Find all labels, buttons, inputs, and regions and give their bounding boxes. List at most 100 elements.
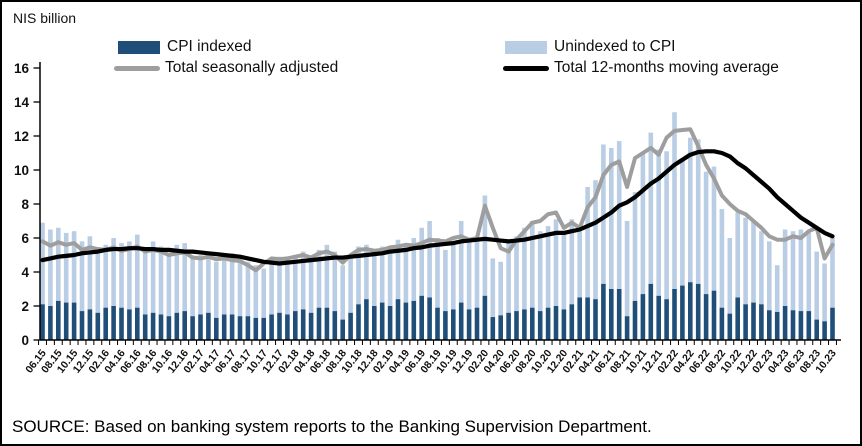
y-tick-label: 2: [21, 299, 29, 314]
bar-unindexed: [206, 251, 211, 313]
bar-unindexed: [182, 243, 187, 312]
bar-cpi-indexed: [403, 302, 409, 340]
bar-cpi-indexed: [767, 310, 772, 340]
bar-unindexed: [474, 238, 480, 308]
bar-unindexed: [237, 258, 243, 317]
bar-cpi-indexed: [688, 282, 693, 340]
bar-cpi-indexed: [206, 312, 211, 340]
bar-unindexed: [759, 231, 764, 305]
bar-cpi-indexed: [419, 295, 424, 340]
bar-unindexed: [822, 263, 827, 322]
bar-cpi-indexed: [174, 312, 180, 340]
bar-unindexed: [624, 221, 630, 317]
bar-unindexed: [277, 256, 282, 313]
bar-unindexed: [71, 231, 77, 303]
bar-cpi-indexed: [293, 311, 298, 340]
bar-cpi-indexed: [316, 307, 322, 340]
bar-unindexed: [569, 219, 575, 305]
bar-unindexed: [395, 239, 401, 300]
bar-cpi-indexed: [790, 310, 796, 340]
bar-cpi-indexed: [648, 283, 654, 340]
bar-cpi-indexed: [261, 317, 266, 340]
bar-unindexed: [403, 243, 409, 303]
bar-unindexed: [190, 256, 195, 317]
bar-unindexed: [458, 221, 464, 303]
bar-cpi-indexed: [798, 311, 804, 340]
bar-unindexed: [735, 212, 740, 298]
bar-cpi-indexed: [514, 311, 519, 340]
bar-cpi-indexed: [759, 304, 764, 340]
bar-unindexed: [293, 256, 298, 312]
bar-cpi-indexed: [245, 316, 251, 340]
bar-unindexed: [135, 234, 140, 308]
legend-item-seasonally-adjusted: Total seasonally adjusted: [114, 59, 338, 77]
bar-cpi-indexed: [356, 304, 361, 340]
bar-cpi-indexed: [79, 311, 85, 340]
bar-unindexed: [727, 238, 733, 314]
y-tick-label: 4: [21, 265, 29, 280]
legend-swatch-moving-average: [503, 65, 549, 71]
bar-cpi-indexed: [624, 316, 630, 340]
bar-cpi-indexed: [435, 307, 440, 340]
bar-unindexed: [506, 239, 511, 313]
bar-unindexed: [285, 260, 290, 315]
bar-cpi-indexed: [569, 304, 575, 340]
bar-unindexed: [774, 265, 780, 312]
bar-cpi-indexed: [237, 316, 243, 340]
bar-cpi-indexed: [56, 300, 61, 340]
bar-cpi-indexed: [498, 315, 503, 340]
bar-cpi-indexed: [711, 290, 717, 340]
bar-unindexed: [751, 221, 756, 303]
bar-cpi-indexed: [774, 311, 780, 340]
bar-unindexed: [300, 251, 306, 310]
bar-cpi-indexed: [806, 311, 812, 340]
bar-unindexed: [103, 244, 108, 308]
bar-cpi-indexed: [71, 302, 77, 340]
bar-unindexed: [648, 132, 654, 284]
bar-unindexed: [537, 231, 543, 312]
bar-unindexed: [79, 241, 85, 312]
bar-unindexed: [356, 246, 361, 305]
bar-unindexed: [806, 232, 812, 312]
bar-unindexed: [616, 141, 622, 289]
bar-unindexed: [221, 255, 227, 315]
legend-label-unindexed: Unindexed to CPI: [554, 38, 676, 55]
bar-unindexed: [56, 227, 61, 301]
bar-cpi-indexed: [427, 297, 432, 340]
bar-unindexed: [703, 171, 709, 295]
bar-unindexed: [790, 231, 796, 311]
bar-unindexed: [348, 255, 353, 313]
y-tick-label: 8: [21, 197, 29, 212]
bar-unindexed: [379, 246, 385, 303]
bar-unindexed: [719, 209, 725, 308]
bar-unindexed: [530, 221, 535, 308]
bar-unindexed: [332, 251, 338, 312]
bar-cpi-indexed: [474, 307, 480, 340]
bar-unindexed: [340, 265, 345, 320]
legend: CPI indexed Unindexed to CPI Total seaso…: [2, 32, 860, 78]
bar-cpi-indexed: [632, 300, 638, 340]
bar-unindexed: [245, 261, 251, 317]
legend-swatch-seasonally-adjusted: [114, 65, 160, 71]
bar-unindexed: [364, 244, 369, 300]
bar-cpi-indexed: [395, 299, 401, 340]
bar-cpi-indexed: [63, 302, 69, 340]
bar-cpi-indexed: [466, 309, 472, 340]
bar-cpi-indexed: [142, 314, 148, 340]
bar-cpi-indexed: [695, 283, 701, 340]
y-tick-label: 10: [14, 163, 29, 178]
y-tick-label: 6: [21, 231, 29, 246]
bar-cpi-indexed: [221, 314, 227, 340]
bar-cpi-indexed: [411, 300, 417, 340]
bar-cpi-indexed: [158, 314, 164, 340]
bar-unindexed: [632, 192, 638, 301]
legend-label-cpi-indexed: CPI indexed: [167, 38, 252, 55]
bar-unindexed: [830, 238, 835, 308]
bar-cpi-indexed: [719, 307, 725, 340]
bar-cpi-indexed: [482, 295, 488, 340]
axes: [39, 62, 841, 341]
bar-unindexed: [553, 219, 559, 306]
bar-cpi-indexed: [522, 309, 527, 340]
bar-cpi-indexed: [166, 316, 172, 340]
bar-cpi-indexed: [229, 314, 235, 340]
